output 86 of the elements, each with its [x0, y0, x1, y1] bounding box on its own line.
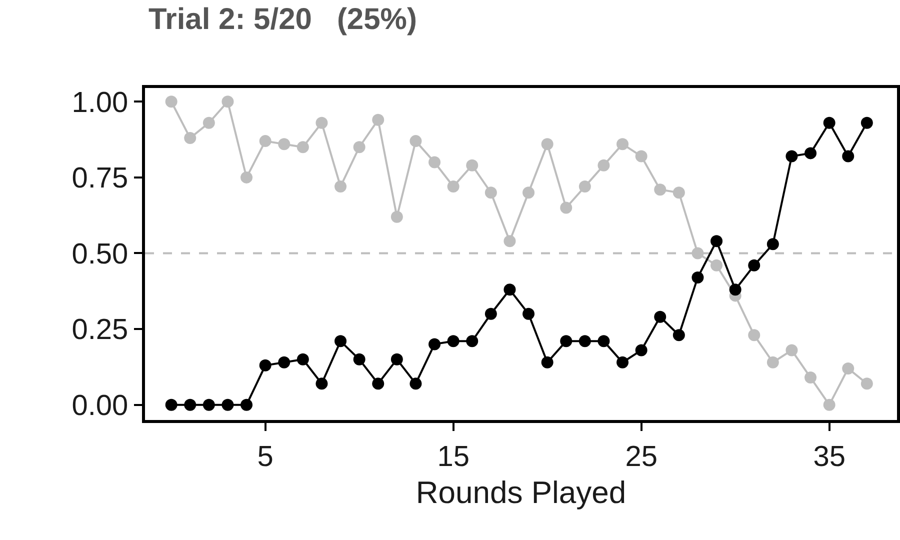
point [860, 378, 873, 390]
point [654, 310, 666, 323]
x-tick-label: 35 [813, 440, 846, 473]
point [334, 180, 347, 193]
point [240, 398, 253, 411]
point [316, 378, 328, 390]
y-tick-label: 0.25 [72, 314, 128, 346]
point [202, 398, 215, 411]
point [804, 147, 817, 160]
x-axis-title: Rounds Played [416, 475, 626, 510]
point [522, 186, 535, 199]
point [598, 335, 610, 348]
point [390, 353, 403, 366]
point [766, 238, 779, 250]
point [598, 159, 610, 172]
x-tick-label: 25 [625, 440, 658, 473]
point [786, 150, 798, 162]
point [654, 184, 666, 196]
point [786, 344, 798, 356]
point [447, 180, 460, 193]
point [842, 362, 854, 374]
point [522, 308, 535, 320]
point [672, 186, 685, 199]
point [334, 335, 347, 348]
point [560, 202, 572, 214]
point [222, 398, 234, 411]
point [692, 247, 704, 260]
point [860, 116, 873, 129]
point [842, 150, 854, 162]
point [428, 156, 441, 168]
point [184, 132, 196, 144]
point [296, 141, 309, 154]
point [410, 378, 422, 390]
point [823, 116, 836, 129]
point [353, 353, 366, 366]
point [748, 259, 760, 272]
point [729, 284, 742, 296]
point [692, 272, 704, 284]
point [390, 210, 403, 223]
point [240, 171, 253, 184]
point [466, 335, 478, 348]
x-tick-label: 15 [437, 440, 470, 473]
point [578, 180, 591, 193]
point [804, 372, 817, 384]
point [296, 353, 309, 366]
point [823, 398, 836, 411]
point [428, 338, 441, 350]
point [202, 116, 215, 129]
point [484, 186, 497, 199]
point [259, 135, 272, 148]
point [616, 356, 629, 368]
point [635, 344, 648, 356]
point [353, 141, 366, 154]
point [541, 356, 554, 368]
point [616, 138, 629, 150]
point [484, 308, 497, 320]
point [165, 398, 178, 411]
point [748, 329, 760, 342]
point [578, 335, 591, 348]
point [710, 235, 723, 248]
point [316, 116, 328, 129]
point [447, 335, 460, 348]
point [410, 135, 422, 148]
y-tick-label: 1.00 [72, 86, 128, 119]
point [184, 398, 196, 411]
point [165, 96, 178, 108]
point [372, 378, 384, 390]
point [541, 138, 554, 150]
point [635, 150, 648, 162]
point [766, 356, 779, 368]
point [560, 335, 572, 348]
point [278, 138, 290, 150]
y-tick-label: 0.50 [72, 238, 128, 270]
point [222, 96, 234, 108]
point [259, 359, 272, 372]
point [466, 159, 478, 172]
y-tick-label: 0.75 [72, 162, 128, 195]
y-tick-label: 0.00 [72, 390, 128, 422]
point [710, 259, 723, 272]
x-tick-label: 5 [257, 440, 274, 473]
point [504, 235, 516, 248]
point [372, 114, 384, 126]
point [672, 329, 685, 342]
chart-title: Trial 2: 5/20 (25%) [148, 3, 417, 36]
point [504, 284, 516, 296]
point [278, 356, 290, 368]
